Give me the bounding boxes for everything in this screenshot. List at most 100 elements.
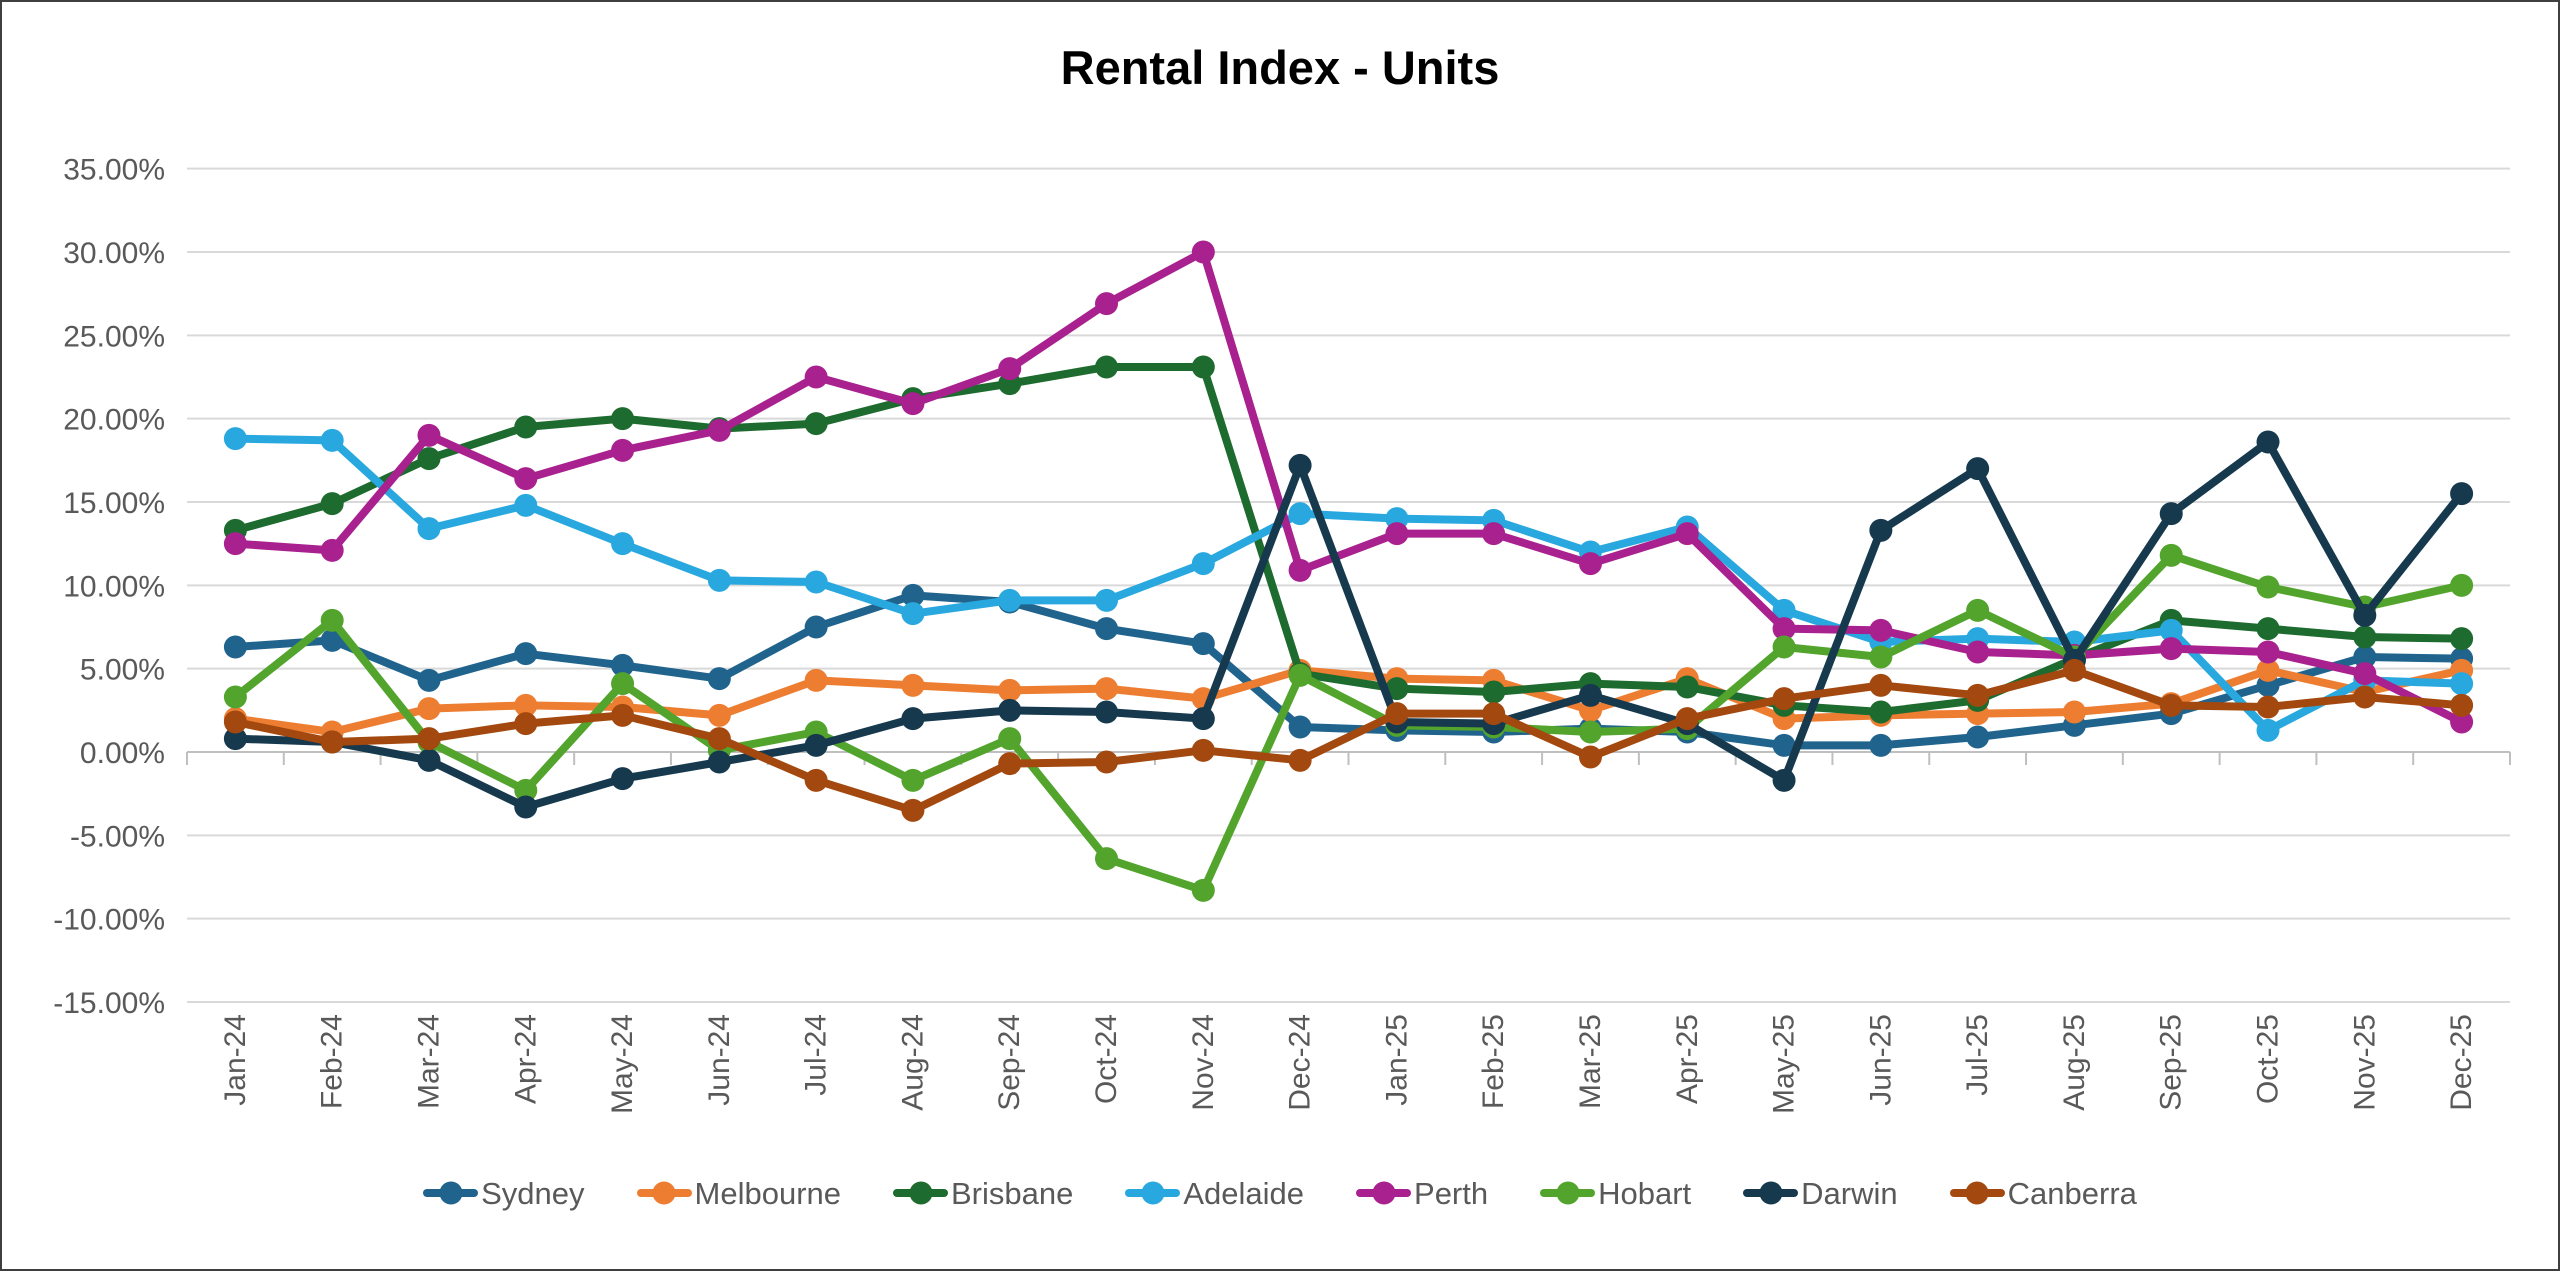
- data-point[interactable]: [1869, 673, 1893, 697]
- data-point[interactable]: [2450, 693, 2474, 717]
- data-point[interactable]: [1482, 680, 1506, 704]
- data-point[interactable]: [707, 750, 731, 774]
- data-point[interactable]: [320, 628, 344, 652]
- data-point[interactable]: [804, 365, 828, 389]
- data-point[interactable]: [998, 357, 1022, 381]
- data-point[interactable]: [1675, 707, 1699, 731]
- data-point[interactable]: [1966, 683, 1990, 707]
- data-point[interactable]: [320, 538, 344, 562]
- data-point[interactable]: [901, 707, 925, 731]
- legend-item-darwin[interactable]: Darwin: [1743, 1178, 1898, 1209]
- data-point[interactable]: [514, 712, 538, 736]
- data-point[interactable]: [1191, 878, 1215, 902]
- data-point[interactable]: [1385, 702, 1409, 726]
- data-point[interactable]: [1966, 640, 1990, 664]
- data-point[interactable]: [1191, 552, 1215, 576]
- data-point[interactable]: [1869, 518, 1893, 542]
- data-point[interactable]: [514, 693, 538, 717]
- data-point[interactable]: [417, 447, 441, 471]
- data-point[interactable]: [998, 727, 1022, 751]
- data-point[interactable]: [804, 570, 828, 594]
- data-point[interactable]: [1288, 502, 1312, 526]
- data-point[interactable]: [707, 418, 731, 442]
- legend-item-canberra[interactable]: Canberra: [1949, 1178, 2137, 1209]
- data-point[interactable]: [2159, 618, 2183, 642]
- legend-item-perth[interactable]: Perth: [1356, 1178, 1488, 1209]
- data-point[interactable]: [514, 642, 538, 666]
- data-point[interactable]: [417, 748, 441, 772]
- data-point[interactable]: [1966, 598, 1990, 622]
- data-point[interactable]: [1385, 677, 1409, 701]
- data-point[interactable]: [998, 678, 1022, 702]
- data-point[interactable]: [1191, 707, 1215, 731]
- data-point[interactable]: [1869, 618, 1893, 642]
- data-point[interactable]: [611, 767, 635, 791]
- series-darwin[interactable]: [223, 430, 2474, 819]
- data-point[interactable]: [2450, 672, 2474, 696]
- data-point[interactable]: [417, 697, 441, 721]
- series-sydney[interactable]: [223, 583, 2474, 757]
- data-point[interactable]: [223, 635, 247, 659]
- data-point[interactable]: [998, 698, 1022, 722]
- data-point[interactable]: [901, 602, 925, 626]
- data-point[interactable]: [2450, 573, 2474, 597]
- data-point[interactable]: [1869, 700, 1893, 724]
- data-point[interactable]: [1772, 768, 1796, 792]
- data-point[interactable]: [2256, 658, 2280, 682]
- data-point[interactable]: [1675, 675, 1699, 699]
- data-point[interactable]: [611, 703, 635, 727]
- data-point[interactable]: [223, 727, 247, 751]
- legend-item-adelaide[interactable]: Adelaide: [1125, 1178, 1304, 1209]
- data-point[interactable]: [2159, 502, 2183, 526]
- data-point[interactable]: [320, 730, 344, 754]
- data-point[interactable]: [223, 427, 247, 451]
- legend-item-brisbane[interactable]: Brisbane: [893, 1178, 1073, 1209]
- data-point[interactable]: [1288, 748, 1312, 772]
- data-point[interactable]: [1966, 457, 1990, 481]
- data-point[interactable]: [1095, 617, 1119, 641]
- data-point[interactable]: [1095, 677, 1119, 701]
- data-point[interactable]: [707, 667, 731, 691]
- data-point[interactable]: [1578, 552, 1602, 576]
- data-point[interactable]: [1191, 240, 1215, 264]
- data-point[interactable]: [1095, 292, 1119, 316]
- data-point[interactable]: [514, 778, 538, 802]
- data-point[interactable]: [1578, 683, 1602, 707]
- data-point[interactable]: [1482, 522, 1506, 546]
- data-point[interactable]: [901, 583, 925, 607]
- data-point[interactable]: [611, 672, 635, 696]
- data-point[interactable]: [998, 588, 1022, 612]
- data-point[interactable]: [2256, 575, 2280, 599]
- data-point[interactable]: [2062, 658, 2086, 682]
- data-point[interactable]: [514, 467, 538, 491]
- data-point[interactable]: [223, 685, 247, 709]
- data-point[interactable]: [1772, 635, 1796, 659]
- data-point[interactable]: [901, 673, 925, 697]
- data-point[interactable]: [1772, 733, 1796, 757]
- data-point[interactable]: [320, 492, 344, 516]
- data-point[interactable]: [804, 733, 828, 757]
- data-point[interactable]: [1578, 720, 1602, 744]
- data-point[interactable]: [804, 412, 828, 436]
- data-point[interactable]: [1191, 355, 1215, 379]
- data-point[interactable]: [320, 608, 344, 632]
- data-point[interactable]: [1288, 453, 1312, 477]
- data-point[interactable]: [1191, 738, 1215, 762]
- data-point[interactable]: [901, 798, 925, 822]
- data-point[interactable]: [1869, 645, 1893, 669]
- data-point[interactable]: [1095, 588, 1119, 612]
- data-point[interactable]: [1772, 617, 1796, 641]
- data-point[interactable]: [1772, 598, 1796, 622]
- data-point[interactable]: [2159, 693, 2183, 717]
- data-point[interactable]: [1675, 522, 1699, 546]
- data-point[interactable]: [1288, 715, 1312, 739]
- data-point[interactable]: [707, 568, 731, 592]
- data-point[interactable]: [2353, 685, 2377, 709]
- data-point[interactable]: [901, 768, 925, 792]
- data-point[interactable]: [1966, 725, 1990, 749]
- data-point[interactable]: [1288, 558, 1312, 582]
- data-point[interactable]: [1095, 700, 1119, 724]
- data-point[interactable]: [611, 532, 635, 556]
- data-point[interactable]: [2256, 617, 2280, 641]
- data-point[interactable]: [417, 668, 441, 692]
